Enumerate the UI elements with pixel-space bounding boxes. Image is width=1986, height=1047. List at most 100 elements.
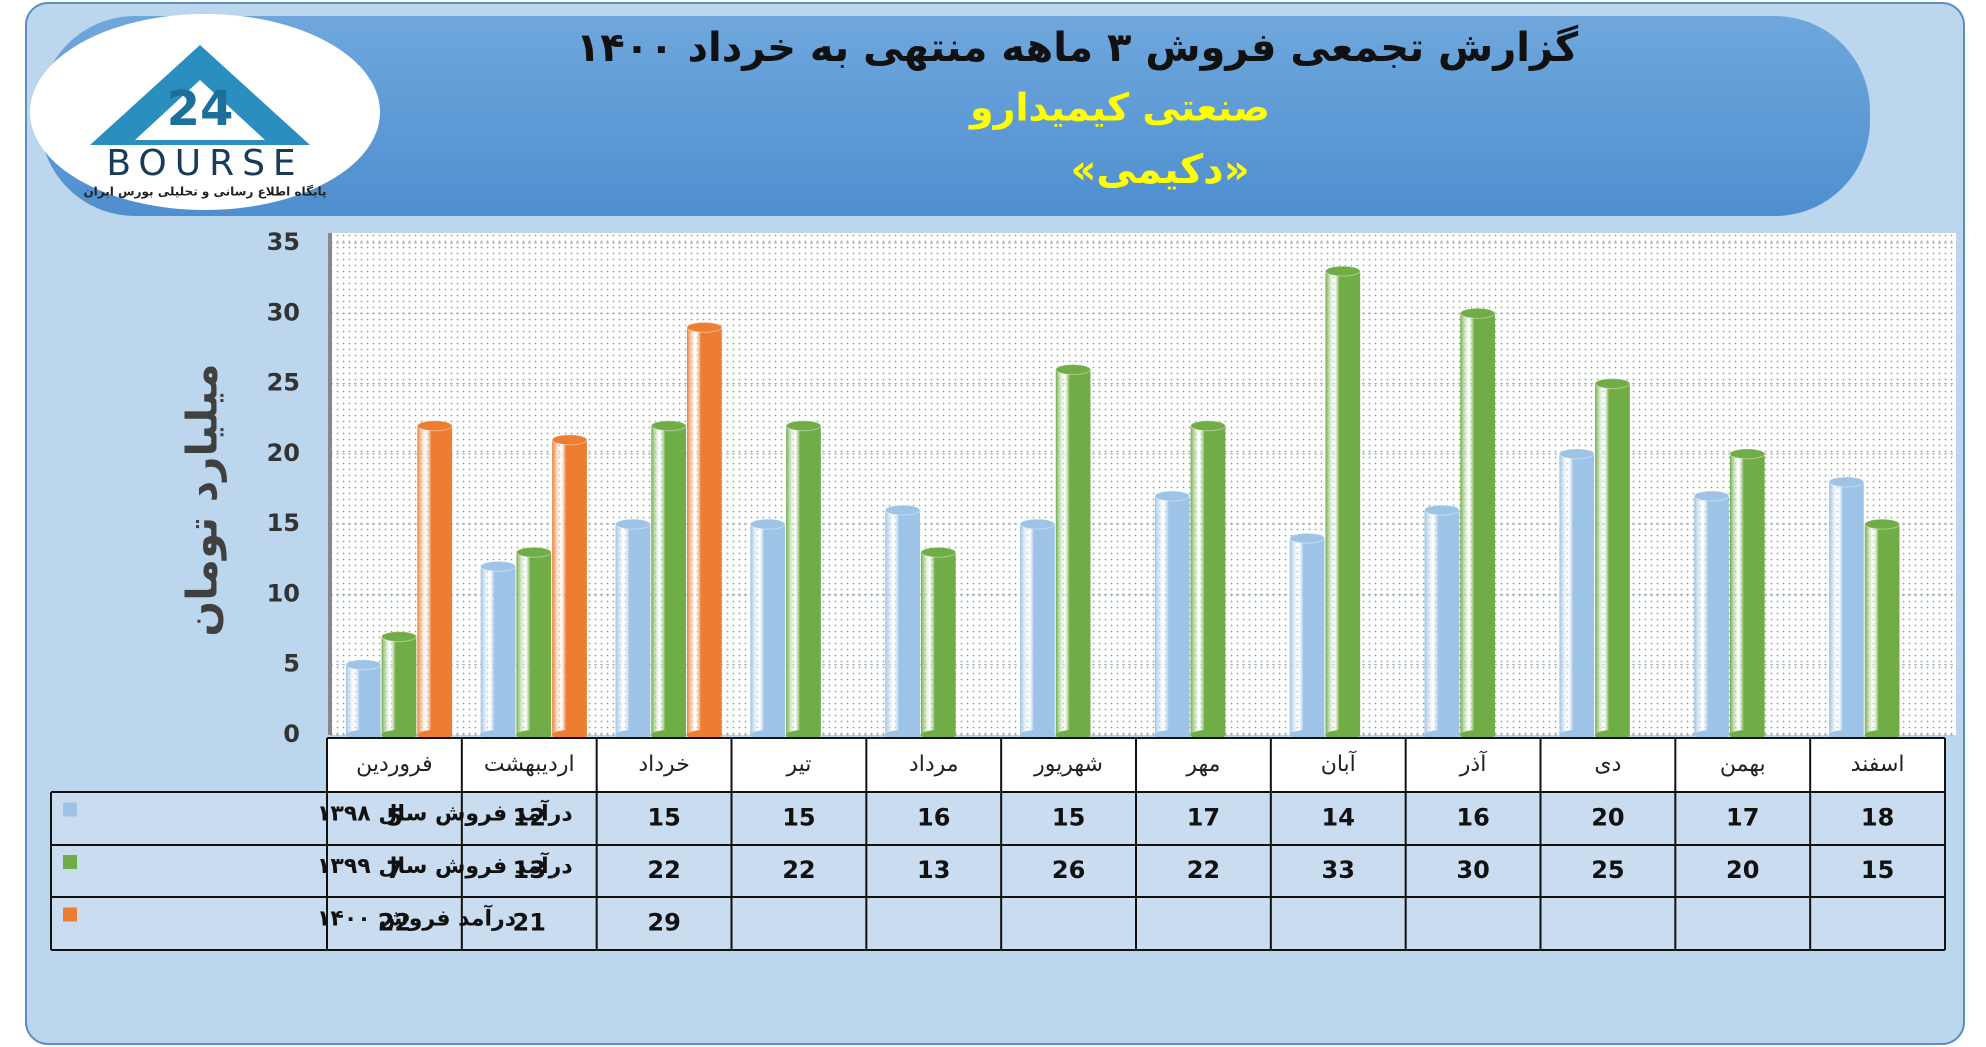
bar-cap [1289, 532, 1325, 544]
bar [417, 425, 453, 735]
chart-symbol: «دکیمی» [1070, 147, 1249, 193]
table-body [51, 792, 1945, 950]
bar-cap [1190, 420, 1226, 432]
y-axis-label: میلیارد تومان [178, 363, 228, 636]
x-tick-label: اردیبهشت [484, 752, 575, 777]
table-value: 29 [647, 909, 680, 937]
bar [1020, 524, 1055, 735]
bar-cap [345, 659, 382, 671]
table-value: 16 [1456, 804, 1489, 832]
logo-tagline: پایگاه اطلاع رسانی و تحلیلی بورس ایران [83, 185, 326, 200]
bar-cap [480, 560, 516, 572]
bar-cap [884, 504, 921, 516]
legend-label: درآمد فروش سال ۱۳۹۹ [317, 851, 573, 879]
bar-cap [381, 631, 417, 643]
bar-cap [1019, 518, 1056, 530]
bar [1729, 453, 1765, 735]
bar [615, 524, 651, 735]
logo-number: 24 [167, 81, 234, 137]
bar [687, 327, 722, 735]
bar-cap [551, 434, 588, 446]
table-value: 14 [1322, 804, 1355, 832]
table-value: 20 [1591, 804, 1624, 832]
x-tick-label: بهمن [1720, 752, 1766, 777]
legend-swatch [63, 802, 77, 817]
y-tick-label: 5 [283, 650, 300, 678]
bar [1864, 524, 1900, 735]
bar-cap [1154, 490, 1191, 502]
y-tick-label: 0 [283, 720, 300, 748]
bar [1289, 538, 1325, 735]
bar [480, 566, 516, 735]
bar-cap [1864, 518, 1901, 530]
table-value: 7 [386, 856, 403, 884]
bar [920, 552, 956, 735]
table-value: 22 [647, 856, 680, 884]
legend-swatch [63, 855, 77, 869]
table-value: 20 [1726, 856, 1759, 884]
bar [885, 510, 920, 735]
table-value: 22 [378, 909, 411, 937]
bar-cap [1729, 448, 1766, 460]
bar [552, 439, 587, 735]
x-tick-label: مرداد [909, 752, 959, 777]
table-value: 16 [917, 804, 950, 832]
bar [1325, 271, 1361, 735]
bar-cap [1324, 265, 1361, 277]
table-value: 5 [386, 804, 403, 832]
plot-area [330, 233, 1956, 735]
bar [651, 425, 687, 735]
y-tick-label: 25 [267, 369, 300, 397]
bar [1190, 425, 1226, 735]
x-tick-label: فروردین [356, 752, 433, 777]
chart-subtitle: صنعتی کیمیدارو [968, 86, 1270, 131]
bar [1424, 510, 1460, 735]
bar-cap [785, 420, 822, 432]
bar-cap [686, 321, 723, 333]
x-tick-label: اسفند [1851, 752, 1905, 777]
table-value: 22 [1187, 856, 1220, 884]
bar-cap [1424, 504, 1460, 516]
legend-swatch [63, 907, 77, 922]
x-tick-label: آبان [1321, 750, 1357, 777]
bar [381, 636, 417, 735]
x-tick-label: دی [1594, 752, 1621, 777]
table-value: 25 [1591, 856, 1624, 884]
table-value: 33 [1322, 856, 1355, 884]
bar-cap [1693, 490, 1730, 502]
y-tick-label: 15 [267, 509, 300, 537]
table-value: 30 [1456, 856, 1489, 884]
bar-cap [1459, 307, 1496, 319]
y-tick-label: 10 [267, 579, 300, 607]
bar-cap [749, 518, 786, 530]
bar [1694, 496, 1729, 735]
legend-label: درآمد فروش ۱۴۰۰ [317, 904, 516, 932]
x-tick-label: شهریور [1033, 752, 1103, 777]
bar-cap [920, 546, 957, 558]
table-value: 15 [1861, 856, 1894, 884]
table-value: 17 [1726, 804, 1759, 832]
bar [1559, 453, 1595, 735]
bar-cap [1594, 378, 1631, 390]
logo-triangle-inner [135, 80, 265, 140]
table-value: 18 [1861, 804, 1894, 832]
bar [1055, 369, 1091, 735]
bar-cap [515, 546, 552, 558]
bar [1154, 496, 1190, 735]
legend-label: درآمد فروش سال ۱۳۹۸ [317, 799, 573, 827]
bar [750, 524, 786, 735]
chart-title: گزارش تجمعی فروش ۳ ماهه منتهی به خرداد ۱… [576, 24, 1579, 71]
bar-cap [1828, 476, 1865, 488]
table-value: 17 [1187, 804, 1220, 832]
bar-cap [615, 518, 651, 530]
x-tick-label: مهر [1185, 752, 1220, 777]
bar [1829, 481, 1864, 735]
logo: 24 BOURSE پایگاه اطلاع رسانی و تحلیلی بو… [30, 14, 380, 210]
table-value: 22 [782, 856, 815, 884]
x-tick-label: خرداد [638, 752, 689, 777]
header-banner [40, 16, 1870, 216]
bar [1460, 313, 1496, 735]
bar-cap [416, 420, 453, 432]
